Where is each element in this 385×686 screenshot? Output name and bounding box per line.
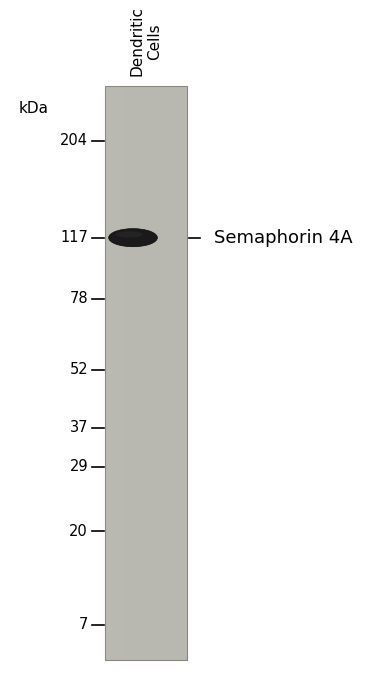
- Bar: [121, 86, 122, 660]
- Text: Semaphorin 4A: Semaphorin 4A: [214, 228, 352, 247]
- Text: 117: 117: [60, 230, 88, 245]
- Bar: [122, 86, 124, 660]
- Text: 78: 78: [69, 292, 88, 307]
- Bar: [112, 86, 114, 660]
- Text: Dendritic
Cells: Dendritic Cells: [130, 6, 162, 76]
- Bar: [129, 86, 130, 660]
- Text: 204: 204: [60, 134, 88, 148]
- Bar: [107, 86, 109, 660]
- Bar: [109, 86, 110, 660]
- Bar: [119, 86, 120, 660]
- Bar: [114, 86, 115, 660]
- Bar: [124, 86, 125, 660]
- Bar: [110, 86, 111, 660]
- Text: 7: 7: [79, 617, 88, 632]
- Text: 29: 29: [69, 459, 88, 474]
- Text: 52: 52: [69, 362, 88, 377]
- Bar: [127, 86, 129, 660]
- Bar: [106, 86, 107, 660]
- Bar: [120, 86, 121, 660]
- Bar: [126, 86, 127, 660]
- Bar: [105, 86, 187, 660]
- Bar: [116, 86, 117, 660]
- Ellipse shape: [116, 231, 143, 237]
- Bar: [125, 86, 126, 660]
- Text: kDa: kDa: [19, 101, 49, 116]
- Text: 37: 37: [70, 421, 88, 436]
- Bar: [111, 86, 112, 660]
- Bar: [105, 86, 106, 660]
- Text: 20: 20: [69, 523, 88, 539]
- Ellipse shape: [109, 228, 157, 247]
- Bar: [115, 86, 116, 660]
- Bar: [117, 86, 119, 660]
